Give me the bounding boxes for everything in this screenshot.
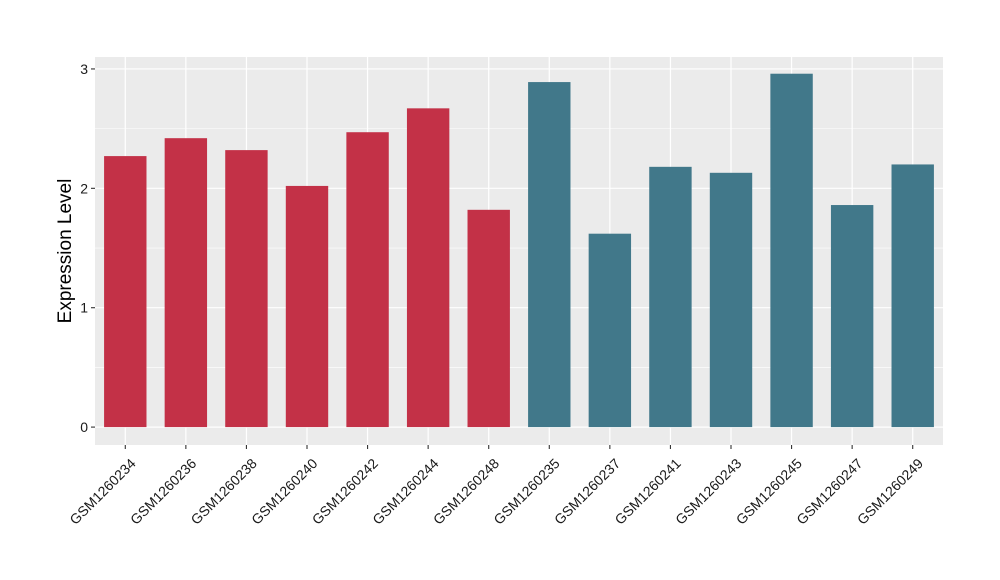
bar-GSM1260237: [588, 233, 632, 428]
bar-GSM1260243: [709, 172, 753, 428]
y-axis: 0 1 2 3: [80, 61, 95, 435]
y-tick-label: 1: [80, 300, 88, 316]
bar-GSM1260241: [649, 166, 692, 428]
bar-GSM1260235: [528, 82, 571, 428]
bar-GSM1260234: [104, 156, 147, 428]
bar-GSM1260249: [891, 164, 934, 428]
bar-GSM1260248: [467, 209, 510, 428]
y-tick-label: 0: [80, 419, 88, 435]
bar-GSM1260238: [225, 150, 268, 428]
y-tick-label: 2: [80, 180, 88, 196]
x-axis: GSM1260234GSM1260236GSM1260238GSM1260240…: [66, 445, 926, 528]
bar-GSM1260245: [770, 73, 813, 428]
bar-GSM1260236: [164, 138, 208, 428]
bars: [104, 73, 934, 428]
bar-GSM1260240: [285, 185, 329, 428]
plot-panel: [95, 57, 943, 445]
bar-GSM1260242: [346, 132, 389, 428]
y-axis-title: Expression Level: [55, 179, 76, 324]
bar-GSM1260244: [406, 108, 450, 428]
y-tick-label: 3: [80, 61, 88, 77]
bar-GSM1260247: [830, 205, 874, 428]
